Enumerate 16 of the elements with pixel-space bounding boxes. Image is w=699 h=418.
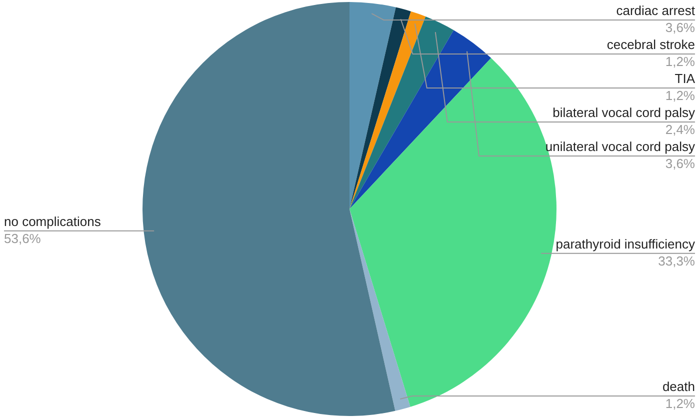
data-label: 1,2% (665, 396, 696, 412)
slice-label: cecebral stroke (606, 37, 695, 52)
slice-label: bilateral vocal cord palsy (552, 105, 696, 120)
data-label: 3,6% (665, 156, 696, 172)
data-label: 3,6% (665, 20, 696, 36)
data-label: 2,4% (665, 122, 696, 138)
slice-label: parathyroid insufficiency (556, 236, 696, 252)
slice-label: death (662, 379, 695, 394)
data-label: 1,2% (665, 54, 696, 70)
data-label: 53,6% (4, 230, 42, 246)
slice-label: TIA (674, 71, 696, 86)
data-label: 33,3% (658, 253, 696, 268)
slice-label: cardiac arrest (616, 3, 696, 18)
slice-label: unilateral vocal cord palsy (545, 139, 696, 154)
slice-label: no complications (4, 214, 102, 229)
data-label: 1,2% (665, 88, 696, 104)
